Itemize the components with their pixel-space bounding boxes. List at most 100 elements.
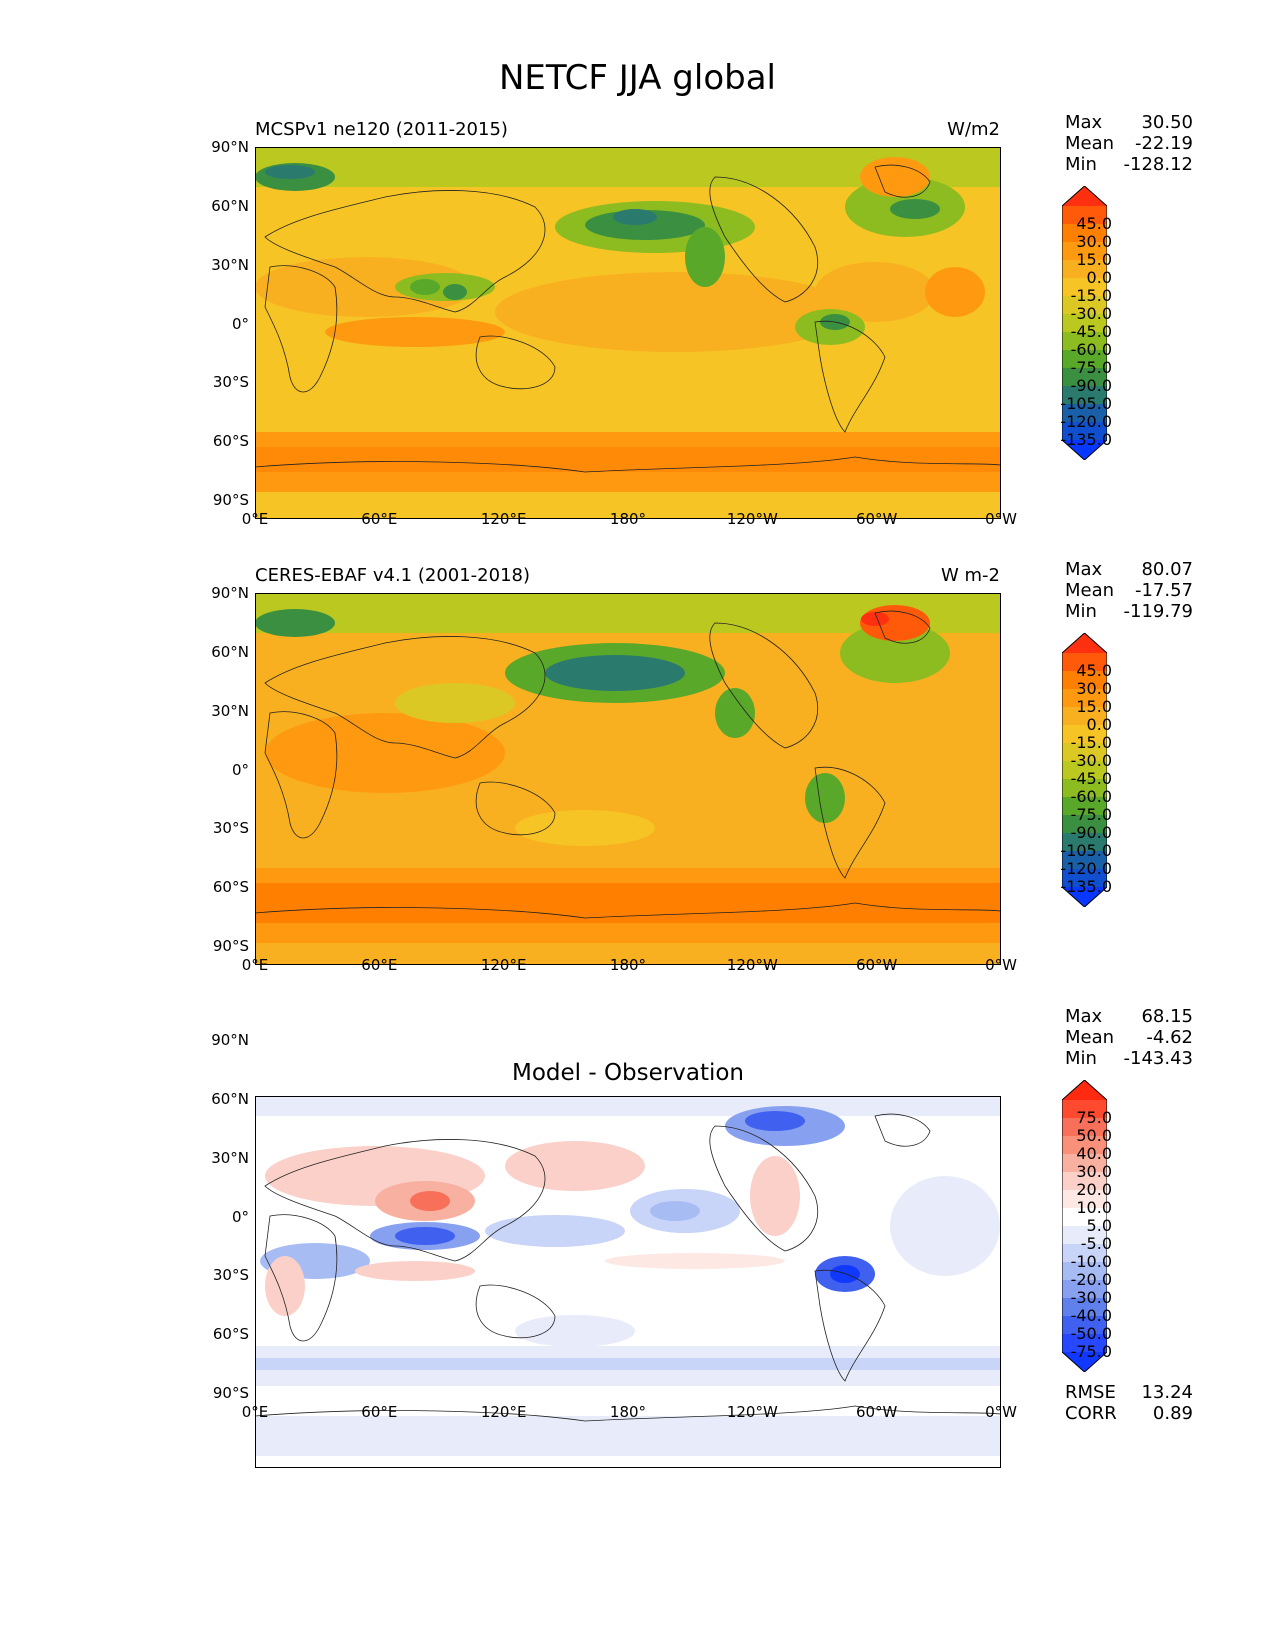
lat-tick-label: 30°S (212, 819, 249, 838)
stats-block: Max 30.50 Mean -22.19 Min -128.12 (1065, 112, 1193, 175)
stat-row: Mean -17.57 (1065, 580, 1193, 601)
colorbar-segment (1062, 1136, 1107, 1155)
stats-block: Max 68.15 Mean -4.62 Min -143.43 (1065, 1006, 1193, 1069)
colorbar-tick-label: -75.0 (1070, 1342, 1112, 1361)
colorbar-bottom-extend (1062, 887, 1107, 907)
colorbar-segment (1062, 206, 1107, 225)
lat-tick-label: 60°N (211, 196, 249, 215)
colorbar-segment (1062, 689, 1107, 708)
lat-tick-label: 0° (231, 1207, 249, 1226)
colorbar-tick-label: 45.0 (1076, 661, 1112, 680)
panel-left-title: MCSPv1 ne120 (2011-2015) (255, 119, 508, 140)
colorbar-bottom-extend (1062, 1352, 1107, 1372)
colorbar-tick-label: -20.0 (1070, 1270, 1112, 1289)
stat-row: Max 68.15 (1065, 1006, 1193, 1027)
colorbar-tick-label: 30.0 (1076, 1162, 1112, 1181)
colorbar-segment (1062, 1316, 1107, 1335)
colorbar-tick-label: 0.0 (1086, 268, 1112, 287)
coastlines (255, 610, 1001, 919)
colorbar-tick-label: -135.0 (1060, 877, 1112, 896)
stat-value: 13.24 (1141, 1382, 1193, 1403)
colorbar-top-extend (1062, 1080, 1107, 1100)
lon-tick-label: 120°W (726, 1403, 778, 1421)
colorbar-segment (1062, 851, 1107, 870)
colorbar-svg (1061, 632, 1108, 908)
lon-tick-label: 120°E (480, 956, 527, 974)
panel-model: MCSPv1 ne120 (2011-2015) W/m2 (0, 0, 1275, 519)
colorbar-segment (1062, 350, 1107, 369)
stat-label: Mean (1065, 1027, 1115, 1048)
map-difference (255, 1096, 1001, 1468)
colorbar-tick-label: 75.0 (1076, 1108, 1112, 1127)
lat-tick-label: 30°N (211, 1148, 249, 1167)
lat-tick-label: 60°S (212, 878, 249, 897)
stat-value: 68.15 (1141, 1006, 1193, 1027)
error-stats: RMSE 13.24 CORR 0.89 (1065, 1382, 1193, 1424)
colorbar-segment (1062, 743, 1107, 762)
colorbar-tick-label: 15.0 (1076, 697, 1112, 716)
stat-label: Min (1065, 601, 1097, 622)
coastlines (255, 1113, 1001, 1422)
stat-row: RMSE 13.24 (1065, 1382, 1193, 1403)
stat-label: Min (1065, 1048, 1097, 1069)
lat-tick-label: 90°N (211, 584, 249, 602)
colorbar-segment (1062, 404, 1107, 423)
lon-tick-label: 120°W (726, 956, 778, 974)
stat-label: Mean (1065, 580, 1115, 601)
colorbar-tick-label: 5.0 (1086, 1216, 1112, 1235)
colorbar-segment (1062, 242, 1107, 261)
colorbar-segment (1062, 1190, 1107, 1209)
lon-tick-label: 120°W (726, 510, 778, 528)
colorbar-bottom-extend (1062, 440, 1107, 460)
map-model-field (255, 147, 1001, 519)
colorbar-tick-label: -135.0 (1060, 430, 1112, 449)
colorbar-segment (1062, 1334, 1107, 1353)
lon-tick-label: 60°E (361, 956, 398, 974)
stat-value: 0.89 (1152, 1403, 1193, 1424)
colorbar-segment (1062, 671, 1107, 690)
colorbar-segment (1062, 833, 1107, 852)
stat-value: -119.79 (1123, 601, 1193, 622)
colorbar-segment (1062, 815, 1107, 834)
colorbar-segment (1062, 761, 1107, 780)
lat-tick-label: 30°S (212, 373, 249, 392)
lat-tick-label: 30°N (211, 701, 249, 720)
lat-tick-label: 90°N (211, 1031, 249, 1049)
lon-tick-label: 0°E (241, 956, 269, 974)
colorbar-tick-label: 20.0 (1076, 1180, 1112, 1199)
colorbar-segment (1062, 1280, 1107, 1299)
colorbar-segment (1062, 1154, 1107, 1173)
stat-label: CORR (1065, 1403, 1117, 1424)
colorbar-tick-label: -120.0 (1060, 859, 1112, 878)
lat-tick-label: 90°N (211, 138, 249, 156)
lon-tick-label: 0°W (985, 956, 1017, 974)
colorbar-segment (1062, 386, 1107, 405)
colorbar-segment (1062, 422, 1107, 441)
lon-tick-label: 120°E (480, 510, 527, 528)
colorbar-tick-label: -120.0 (1060, 412, 1112, 431)
stat-label: Mean (1065, 133, 1115, 154)
colorbar-segment (1062, 1226, 1107, 1245)
colorbar-segment (1062, 260, 1107, 279)
stat-value: 30.50 (1141, 112, 1193, 133)
colorbar-tick-label: 40.0 (1076, 1144, 1112, 1163)
map-observation (255, 593, 1001, 965)
colorbar-segment (1062, 1100, 1107, 1119)
colorbar-tick-label: -60.0 (1070, 340, 1112, 359)
stat-value: -17.57 (1134, 580, 1193, 601)
stat-label: Max (1065, 112, 1103, 133)
colorbar-tick-label: -5.0 (1080, 1234, 1112, 1253)
lon-tick-label: 180° (609, 510, 647, 528)
panel-observation: CERES-EBAF v4.1 (2001-2018) W m-2 (0, 0, 1275, 965)
colorbar-segment (1062, 1208, 1107, 1227)
colorbar-segment (1062, 224, 1107, 243)
lon-tick-label: 0°E (241, 510, 269, 528)
colorbar-segment (1062, 296, 1107, 315)
colorbar-segment (1062, 797, 1107, 816)
colorbar-tick-label: -30.0 (1070, 304, 1112, 323)
colorbar-top-extend (1062, 633, 1107, 653)
lat-tick-label: 60°N (211, 642, 249, 661)
map-observation-field (255, 593, 1001, 965)
lon-tick-label: 60°E (361, 510, 398, 528)
stat-row: Max 80.07 (1065, 559, 1193, 580)
